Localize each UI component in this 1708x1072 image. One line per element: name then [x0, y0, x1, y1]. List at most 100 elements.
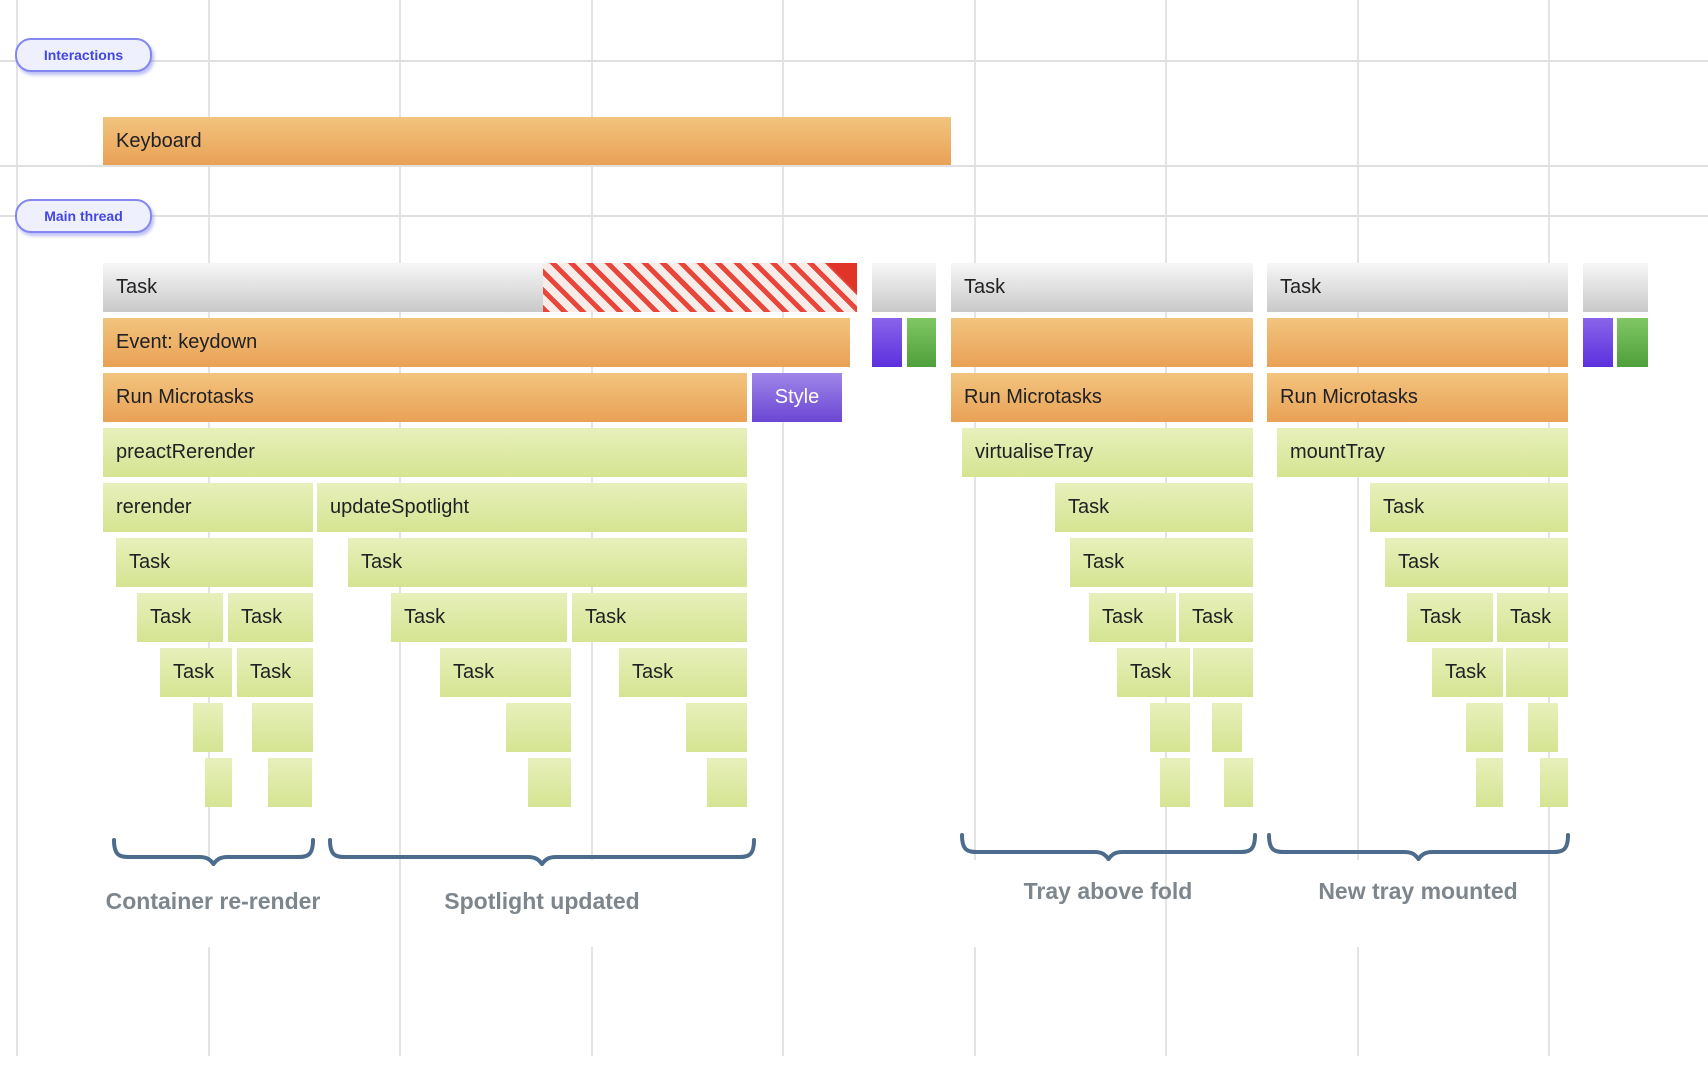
annotation-brace: [960, 833, 1257, 861]
task-bar[interactable]: Task: [116, 538, 313, 587]
task-bar-label: Task: [1280, 276, 1322, 298]
task-bar[interactable]: Task: [137, 593, 223, 642]
task-bar-label: Task: [129, 551, 171, 573]
annotation-label: Spotlight updated: [444, 888, 640, 914]
event-keydown-bar-label: Event: keydown: [116, 331, 258, 353]
gridline-horizontal: [0, 165, 1708, 167]
event-bar[interactable]: [951, 318, 1253, 367]
task-bar-label: Task: [1383, 496, 1425, 518]
long-task-corner-icon: [827, 263, 857, 293]
run-microtasks-bar[interactable]: Run Microtasks: [103, 373, 747, 422]
gridline-vertical: [208, 947, 210, 1056]
task-bar-label: Task: [1398, 551, 1440, 573]
activity-block[interactable]: [1506, 648, 1568, 697]
virtualise-tray-bar[interactable]: virtualiseTray: [962, 428, 1253, 477]
task-bar-label: Task: [1083, 551, 1125, 573]
activity-block[interactable]: [686, 703, 747, 752]
task-bar[interactable]: Task: [237, 648, 313, 697]
task-bar[interactable]: Task: [619, 648, 747, 697]
purple-block[interactable]: [1583, 318, 1613, 367]
activity-block[interactable]: [205, 758, 232, 807]
mount-tray-bar[interactable]: mountTray: [1277, 428, 1568, 477]
rerender-bar[interactable]: rerender: [103, 483, 313, 532]
task-bar-label: Task: [453, 661, 495, 683]
run-microtasks-bar-label: Run Microtasks: [116, 386, 254, 408]
gridline-vertical: [16, 0, 18, 1056]
style-block[interactable]: Style: [752, 373, 842, 422]
event-keydown-bar[interactable]: Event: keydown: [103, 318, 850, 367]
update-spotlight-bar[interactable]: updateSpotlight: [317, 483, 747, 532]
task-bar[interactable]: Task: [1370, 483, 1568, 532]
main-thread-track-label[interactable]: Main thread: [15, 199, 152, 233]
preact-rerender-bar[interactable]: preactRerender: [103, 428, 747, 477]
activity-block[interactable]: [193, 703, 223, 752]
activity-block[interactable]: [1150, 703, 1190, 752]
task-bar[interactable]: Task: [228, 593, 313, 642]
gridline-horizontal: [0, 60, 1708, 62]
activity-block[interactable]: [506, 703, 571, 752]
task-bar[interactable]: Task: [1070, 538, 1253, 587]
run-microtasks-bar-label: Run Microtasks: [1280, 386, 1418, 408]
virtualise-tray-bar-label: virtualiseTray: [975, 441, 1094, 463]
task-bar[interactable]: Task: [391, 593, 567, 642]
task-bar-label: Task: [1130, 661, 1172, 683]
interactions-track-label[interactable]: Interactions: [15, 38, 152, 72]
task-bar[interactable]: Task: [440, 648, 571, 697]
task-bar[interactable]: Task: [348, 538, 747, 587]
task-bar[interactable]: Task: [1497, 593, 1568, 642]
activity-block[interactable]: [1466, 703, 1503, 752]
task-bar[interactable]: Task: [160, 648, 232, 697]
annotation-label: Container re-render: [105, 888, 321, 914]
mount-tray-bar-label: mountTray: [1290, 441, 1385, 463]
green-block[interactable]: [907, 318, 936, 367]
task-bar[interactable]: Task: [1117, 648, 1190, 697]
task-bar[interactable]: Task: [1089, 593, 1176, 642]
run-microtasks-bar[interactable]: Run Microtasks: [951, 373, 1253, 422]
run-microtasks-bar-label: Run Microtasks: [964, 386, 1102, 408]
activity-block[interactable]: [1528, 703, 1558, 752]
purple-block[interactable]: [872, 318, 902, 367]
activity-block[interactable]: [1540, 758, 1568, 807]
task-bar[interactable]: Task: [951, 263, 1253, 312]
preact-rerender-bar-label: preactRerender: [116, 441, 255, 463]
activity-block[interactable]: [528, 758, 571, 807]
task-bar[interactable]: Task: [1432, 648, 1503, 697]
task-bar[interactable]: Task: [1055, 483, 1253, 532]
rerender-bar-label: rerender: [116, 496, 192, 518]
update-spotlight-bar-label: updateSpotlight: [330, 496, 470, 518]
activity-block[interactable]: [1193, 648, 1253, 697]
annotation-brace: [112, 838, 315, 866]
long-task-bar[interactable]: Task: [103, 263, 857, 312]
task-bar[interactable]: Task: [572, 593, 747, 642]
task-bar-label: Task: [1445, 661, 1487, 683]
task-bar[interactable]: Task: [1179, 593, 1253, 642]
task-bar-label: Task: [632, 661, 674, 683]
task-bar-label: Task: [404, 606, 446, 628]
activity-block[interactable]: [1212, 703, 1242, 752]
activity-block[interactable]: [1224, 758, 1253, 807]
task-bar-label: Task: [250, 661, 292, 683]
run-microtasks-bar[interactable]: Run Microtasks: [1267, 373, 1568, 422]
long-task-bar-label: Task: [116, 276, 158, 298]
task-bar-label: Task: [361, 551, 403, 573]
task-bar[interactable]: Task: [1267, 263, 1568, 312]
annotation-label: New tray mounted: [1318, 878, 1518, 904]
activity-block[interactable]: [1476, 758, 1503, 807]
activity-block[interactable]: [1583, 263, 1648, 312]
task-bar[interactable]: Task: [1407, 593, 1493, 642]
activity-block[interactable]: [1160, 758, 1190, 807]
activity-block[interactable]: [707, 758, 747, 807]
activity-block[interactable]: [252, 703, 313, 752]
keyboard-interaction-bar-label: Keyboard: [116, 129, 202, 152]
task-bar-label: Task: [1068, 496, 1110, 518]
gridline-vertical: [591, 947, 593, 1056]
task-bar[interactable]: Task: [1385, 538, 1568, 587]
annotation-brace: [328, 838, 756, 866]
main-thread-track-label-text: Main thread: [44, 208, 123, 224]
activity-block[interactable]: [872, 263, 936, 312]
event-bar[interactable]: [1267, 318, 1568, 367]
keyboard-interaction-bar[interactable]: Keyboard: [103, 117, 951, 165]
activity-block[interactable]: [268, 758, 312, 807]
green-block[interactable]: [1617, 318, 1648, 367]
